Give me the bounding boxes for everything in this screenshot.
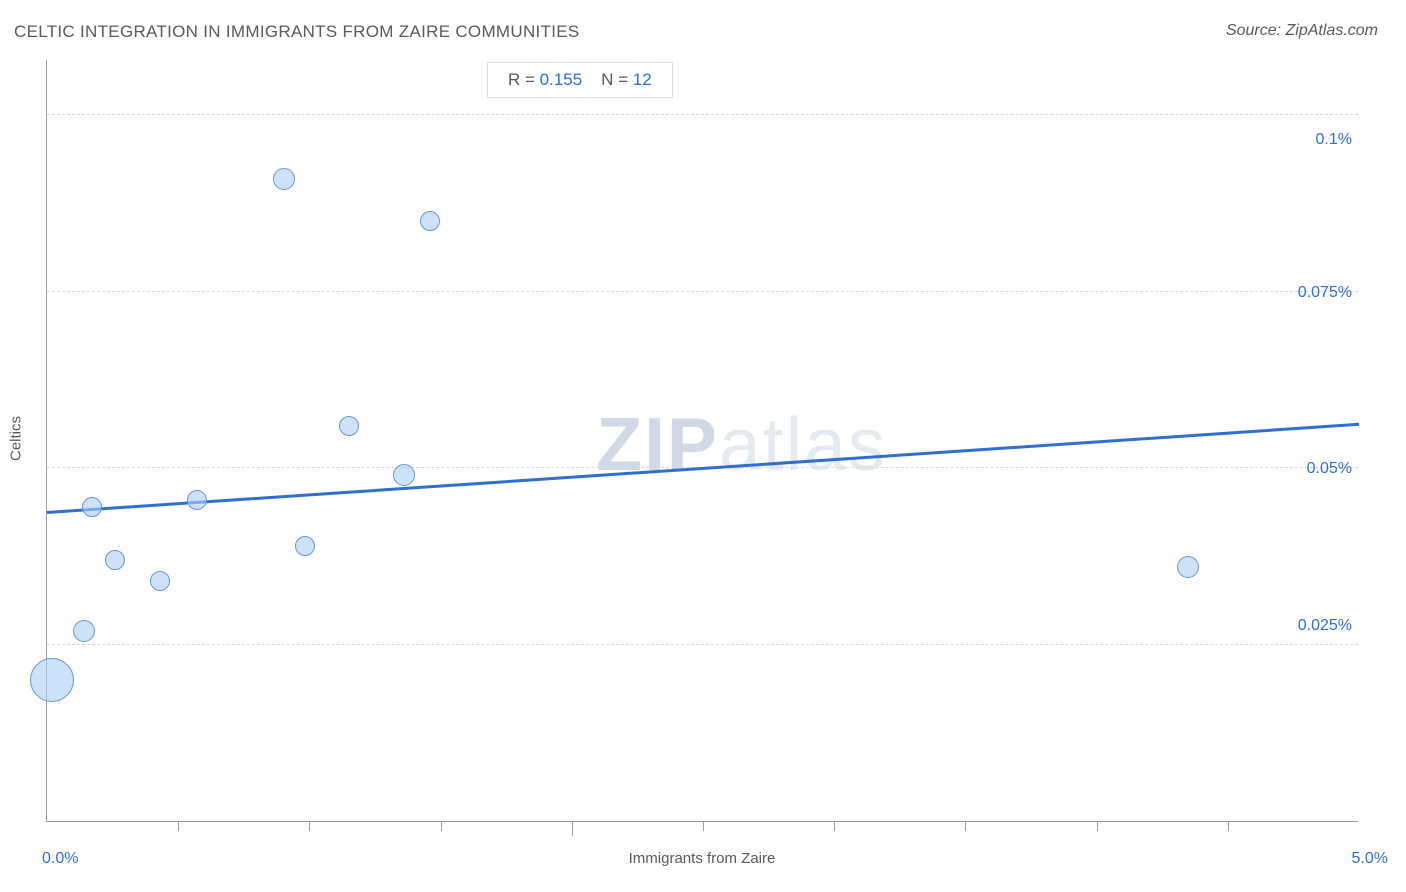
x-tick-major [572, 821, 573, 836]
source-attribution: Source: ZipAtlas.com [1226, 22, 1378, 40]
data-point [73, 620, 95, 642]
x-tick-minor [309, 821, 310, 831]
data-point [150, 571, 170, 591]
data-point [105, 550, 125, 570]
watermark-atlas: atlas [719, 402, 887, 486]
y-tick-label: 0.1% [1316, 131, 1352, 149]
x-tick-minor [441, 821, 442, 831]
data-point [273, 168, 295, 190]
y-tick-label: 0.05% [1307, 460, 1352, 478]
data-point [393, 464, 415, 486]
x-max-label: 5.0% [1352, 850, 1388, 868]
gridline [47, 644, 1358, 645]
y-axis-label: Celtics [8, 409, 25, 469]
stats-box: R = 0.155 N = 12 [487, 62, 673, 98]
x-tick-minor [834, 821, 835, 831]
data-point [339, 416, 359, 436]
x-tick-minor [1097, 821, 1098, 831]
chart-title: CELTIC INTEGRATION IN IMMIGRANTS FROM ZA… [14, 22, 580, 42]
data-point [187, 490, 207, 510]
x-axis-label: Immigrants from Zaire [46, 850, 1358, 867]
x-tick-minor [178, 821, 179, 831]
data-point [420, 211, 440, 231]
gridline [47, 114, 1358, 115]
x-min-label: 0.0% [42, 850, 78, 868]
gridline [47, 291, 1358, 292]
data-point [1177, 556, 1199, 578]
data-point [30, 658, 74, 702]
x-tick-minor [1228, 821, 1229, 831]
y-tick-label: 0.025% [1298, 617, 1352, 635]
x-tick-minor [965, 821, 966, 831]
x-tick-minor [703, 821, 704, 831]
stat-n-label: N = [601, 70, 628, 89]
stat-r-value: 0.155 [540, 70, 583, 89]
plot-area: ZIPatlas R = 0.155 N = 12 0.025% 0.05% 0.0… [46, 60, 1358, 822]
stat-n-value: 12 [633, 70, 652, 89]
stat-r-label: R = [508, 70, 535, 89]
data-point [82, 497, 102, 517]
watermark: ZIPatlas [596, 401, 887, 487]
y-tick-label: 0.075% [1298, 284, 1352, 302]
data-point [295, 536, 315, 556]
